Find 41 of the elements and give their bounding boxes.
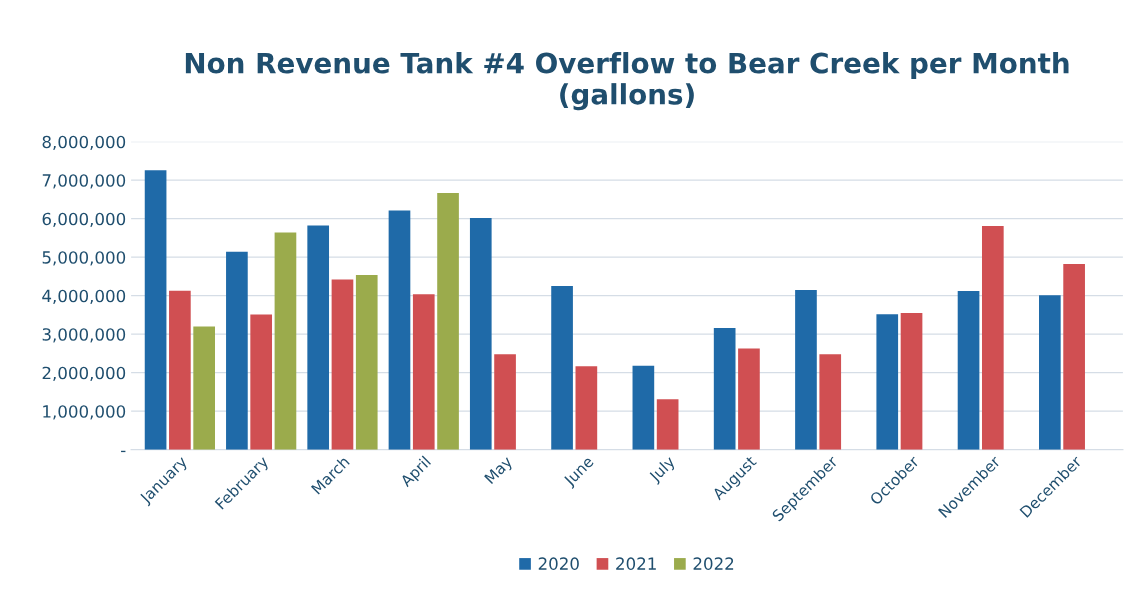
bar (1063, 264, 1085, 450)
legend-label: 2021 (616, 557, 656, 570)
y-tick-label: - (121, 450, 126, 453)
bar (250, 314, 273, 450)
bar (193, 326, 215, 450)
bar (713, 328, 736, 450)
y-tick-label: 8,000,000 (42, 135, 126, 150)
bar (981, 226, 1004, 450)
bar (957, 291, 980, 450)
bar (307, 225, 330, 450)
bar (274, 232, 297, 450)
y-tick-label: 4,000,000 (42, 289, 126, 304)
chart-title: Non Revenue Tank #4 Overflow to Bear Creek per Month (gallons) (185, 52, 1069, 111)
bar (656, 399, 679, 450)
bar (469, 217, 492, 450)
bar (437, 192, 459, 450)
bar (494, 354, 516, 450)
bar (632, 365, 655, 450)
bar (144, 170, 167, 450)
bar (169, 290, 191, 450)
y-tick-label: 7,000,000 (42, 174, 126, 189)
bar (412, 294, 435, 450)
y-tick-label: 3,000,000 (42, 328, 126, 343)
bar (1039, 295, 1061, 450)
y-tick-label: 6,000,000 (42, 212, 126, 227)
bar (575, 366, 598, 450)
bar (355, 274, 378, 450)
bar (551, 286, 573, 450)
y-tick-label: 2,000,000 (42, 366, 126, 381)
bar (226, 251, 248, 450)
bar (876, 314, 899, 450)
bar (900, 313, 923, 450)
legend-label: 2020 (538, 557, 579, 570)
bar (738, 348, 760, 450)
bar (795, 289, 817, 450)
y-tick-label: 1,000,000 (43, 405, 126, 420)
bar (388, 210, 411, 450)
bar (331, 279, 354, 450)
legend-label: 2022 (693, 557, 734, 570)
y-tick-label: 5,000,000 (42, 251, 126, 266)
bar (819, 354, 842, 450)
